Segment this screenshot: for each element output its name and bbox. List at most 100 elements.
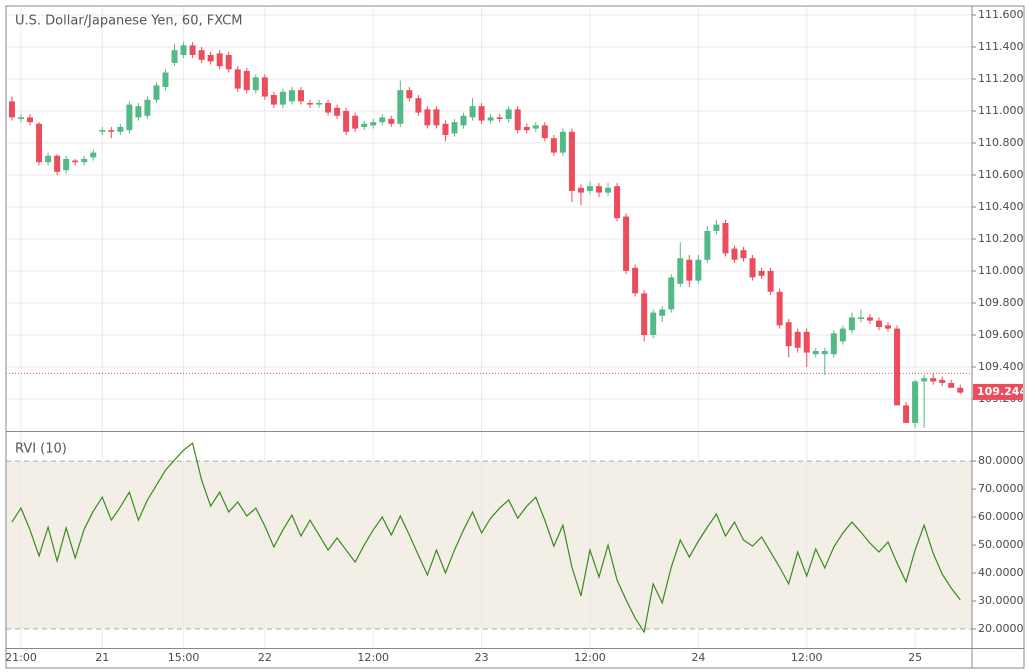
y-tick-label: 111.200 bbox=[978, 72, 1024, 85]
last-price-box bbox=[973, 383, 1023, 400]
candle-body bbox=[487, 117, 494, 121]
candle-body bbox=[740, 250, 747, 259]
candle-body bbox=[686, 259, 693, 281]
candle-body bbox=[885, 325, 892, 329]
candle-body bbox=[532, 125, 539, 129]
candle-body bbox=[442, 123, 449, 135]
candle-body bbox=[722, 222, 729, 254]
candle-body bbox=[370, 122, 377, 126]
y-tick-label: 110.200 bbox=[978, 232, 1024, 245]
x-tick-label: 25 bbox=[908, 651, 922, 664]
candle-body bbox=[857, 317, 864, 319]
y-tick-label: 80.0000 bbox=[978, 454, 1024, 467]
candle-body bbox=[17, 117, 24, 119]
candle-body bbox=[478, 106, 485, 121]
candle-body bbox=[812, 350, 819, 355]
candle-body bbox=[641, 293, 648, 335]
y-tick-label: 111.400 bbox=[978, 40, 1024, 53]
candle-body bbox=[8, 101, 15, 118]
candle-body bbox=[397, 90, 404, 124]
y-tick-label: 30.0000 bbox=[978, 594, 1024, 607]
candle-body bbox=[243, 70, 250, 91]
indicator-title: RVI (10) bbox=[15, 442, 67, 457]
y-tick-label: 110.600 bbox=[978, 168, 1024, 181]
candle-body bbox=[252, 77, 259, 91]
candle-body bbox=[586, 186, 593, 191]
candle-body bbox=[875, 320, 882, 327]
candle-body bbox=[830, 333, 837, 355]
y-tick-label: 50.0000 bbox=[978, 538, 1024, 551]
candle-body bbox=[559, 131, 566, 153]
x-tick-label: 12:00 bbox=[574, 651, 606, 664]
candle-body bbox=[316, 102, 323, 105]
candle-body bbox=[108, 130, 115, 132]
candle-body bbox=[352, 115, 359, 129]
rvi-line bbox=[11, 442, 961, 634]
y-tick-label: 20.0000 bbox=[978, 622, 1024, 635]
y-tick-label: 110.800 bbox=[978, 136, 1024, 149]
candle-body bbox=[505, 109, 512, 119]
candle-body bbox=[948, 382, 955, 388]
candle-body bbox=[72, 160, 79, 163]
candle-body bbox=[406, 90, 413, 99]
y-tick-label: 109.600 bbox=[978, 328, 1024, 341]
candle-body bbox=[99, 130, 106, 132]
y-tick-label: 111.600 bbox=[978, 8, 1024, 21]
candle-body bbox=[614, 186, 621, 219]
candle-body bbox=[957, 387, 964, 393]
candle-body bbox=[785, 322, 792, 347]
candle-body bbox=[839, 328, 846, 342]
candle-body bbox=[207, 54, 214, 62]
candle-body bbox=[677, 258, 684, 284]
candle-body bbox=[460, 115, 467, 126]
candle-body bbox=[596, 186, 603, 193]
candle-body bbox=[343, 110, 350, 132]
candle-body bbox=[939, 379, 946, 383]
candle-body bbox=[568, 131, 575, 191]
x-tick-label: 15:00 bbox=[168, 651, 200, 664]
candle-body bbox=[695, 259, 702, 281]
candle-body bbox=[713, 224, 720, 231]
candle-body bbox=[279, 91, 286, 105]
candle-body bbox=[433, 109, 440, 126]
candle-body bbox=[749, 258, 756, 278]
candle-body bbox=[731, 248, 738, 260]
candle-body bbox=[153, 85, 160, 100]
candle-body bbox=[63, 158, 70, 171]
x-tick-label: 21 bbox=[95, 651, 109, 664]
candle-body bbox=[234, 69, 241, 89]
candle-body bbox=[650, 312, 657, 335]
candle-body bbox=[325, 102, 332, 113]
candle-body bbox=[550, 138, 557, 153]
candle-body bbox=[27, 117, 34, 123]
x-tick-label: 21:00 bbox=[5, 651, 37, 664]
candle-body bbox=[379, 117, 386, 123]
candle-body bbox=[270, 94, 277, 105]
y-tick-label: 60.0000 bbox=[978, 510, 1024, 523]
candle-body bbox=[921, 378, 928, 382]
candle-body bbox=[776, 291, 783, 326]
candle-body bbox=[225, 54, 232, 70]
candle-body bbox=[577, 187, 584, 193]
candle-body bbox=[848, 317, 855, 331]
candle-body bbox=[912, 381, 919, 423]
candle-body bbox=[297, 90, 304, 102]
y-tick-label: 110.000 bbox=[978, 264, 1024, 277]
x-tick-label: 22 bbox=[258, 651, 272, 664]
candle-body bbox=[523, 126, 530, 131]
x-tick-label: 23 bbox=[475, 651, 489, 664]
candle-body bbox=[54, 155, 61, 172]
candle-body bbox=[668, 277, 675, 310]
candle-body bbox=[894, 328, 901, 406]
candle-body bbox=[424, 109, 431, 126]
candle-body bbox=[288, 90, 295, 102]
candle-body bbox=[361, 123, 368, 127]
x-tick-label: 12:00 bbox=[791, 651, 823, 664]
candle-body bbox=[126, 104, 133, 131]
candle-body bbox=[541, 125, 548, 139]
candle-body bbox=[171, 50, 178, 63]
candle-body bbox=[930, 378, 937, 382]
candle-body bbox=[821, 350, 828, 355]
candle-body bbox=[605, 187, 612, 193]
candle-body bbox=[767, 270, 774, 292]
